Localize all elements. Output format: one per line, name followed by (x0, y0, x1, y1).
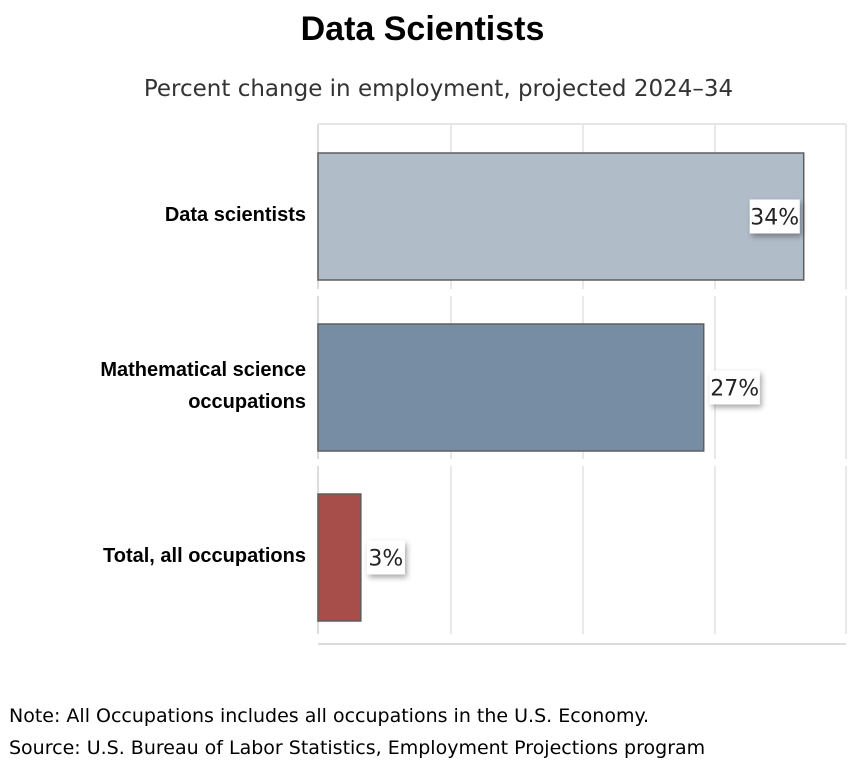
bar (317, 323, 705, 452)
category-label-line: Mathematical science (100, 358, 306, 381)
chart-source: Source: U.S. Bureau of Labor Statistics,… (9, 737, 706, 759)
row-separator (316, 289, 848, 296)
category-label: Mathematical science occupations (6, 354, 306, 418)
svg-text:34%: 34% (750, 206, 799, 231)
svg-text:27%: 27% (710, 377, 759, 402)
data-label: 3% (366, 540, 405, 575)
category-label: Total, all occupations (6, 540, 306, 572)
bar (317, 493, 362, 622)
category-label-line: occupations (188, 390, 306, 413)
chart-title: Data Scientists (300, 10, 545, 48)
svg-text:3%: 3% (368, 547, 403, 572)
data-labels: 34% 27% 3% (366, 199, 800, 575)
category-label-line: Data scientists (164, 203, 306, 226)
chart-note: Note: All Occupations includes all occup… (9, 705, 650, 727)
bar (317, 152, 805, 281)
data-label: 34% (749, 199, 800, 234)
category-label-line: Total, all occupations (103, 544, 306, 567)
chart-subtitle: Percent change in employment, projected … (143, 76, 734, 102)
bars (317, 152, 805, 622)
data-label: 27% (709, 370, 760, 405)
category-label: Data scientists (6, 199, 306, 231)
row-separator (316, 459, 848, 466)
